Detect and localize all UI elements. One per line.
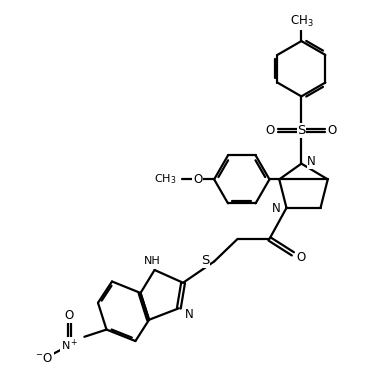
Text: O: O: [297, 251, 306, 264]
Text: N: N: [307, 155, 316, 168]
Text: N: N: [272, 202, 280, 215]
Text: O: O: [193, 173, 202, 186]
Text: N$^+$: N$^+$: [61, 338, 78, 353]
Text: O: O: [65, 309, 74, 322]
Text: N: N: [185, 308, 193, 321]
Text: CH$_3$: CH$_3$: [289, 14, 313, 30]
Text: O: O: [328, 124, 337, 137]
Text: CH$_3$: CH$_3$: [154, 173, 177, 186]
Text: S: S: [297, 124, 305, 137]
Text: $^{-}$O: $^{-}$O: [35, 352, 53, 366]
Text: O: O: [266, 124, 275, 137]
Text: NH: NH: [144, 256, 161, 266]
Text: S: S: [201, 254, 209, 267]
